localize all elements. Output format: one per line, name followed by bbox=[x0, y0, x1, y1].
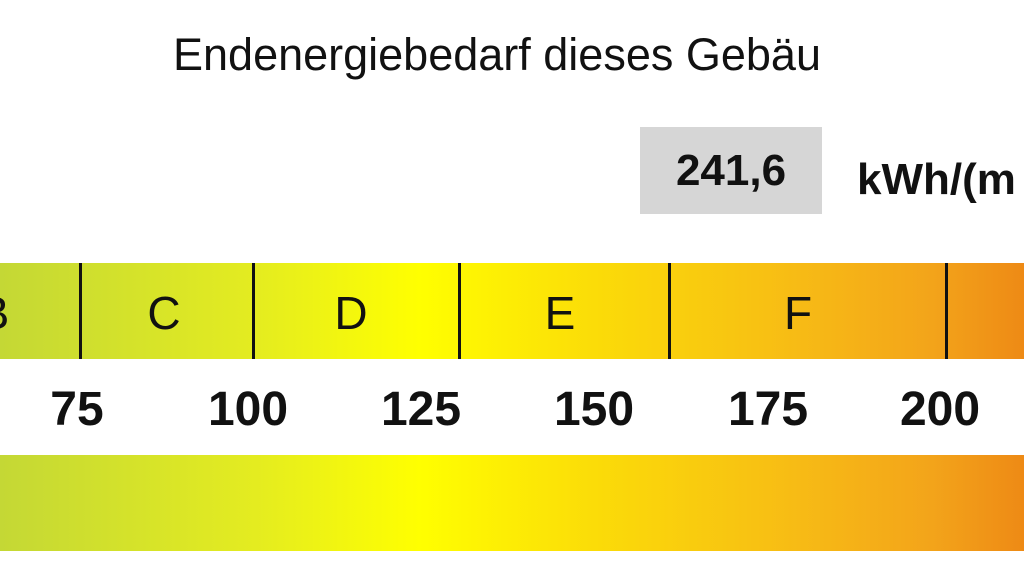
energy-value: 241,6 bbox=[675, 145, 787, 195]
class-label-d: D bbox=[334, 287, 368, 339]
class-divider bbox=[668, 263, 671, 359]
scale-tick: 100 bbox=[207, 383, 289, 436]
class-divider bbox=[252, 263, 255, 359]
scale-tick: 125 bbox=[380, 383, 462, 436]
scale-tick: 175 bbox=[727, 383, 809, 436]
class-label-f: F bbox=[783, 287, 813, 339]
scale-tick: 150 bbox=[553, 383, 635, 436]
energy-scale-bar bbox=[0, 455, 1024, 551]
class-divider bbox=[945, 263, 948, 359]
section-title: Endenergiebedarf dieses Gebäu bbox=[173, 29, 821, 80]
class-label-c: C bbox=[147, 287, 181, 339]
energy-unit: kWh/(m bbox=[857, 155, 1016, 204]
energy-value-box: 241,6 bbox=[640, 127, 822, 214]
class-label-e: E bbox=[544, 287, 576, 339]
class-divider bbox=[79, 263, 82, 359]
efficiency-class-bar bbox=[0, 263, 1024, 359]
scale-tick: 200 bbox=[899, 383, 981, 436]
class-divider bbox=[458, 263, 461, 359]
class-label-b: B bbox=[0, 263, 9, 359]
scale-tick: 75 bbox=[50, 383, 104, 436]
